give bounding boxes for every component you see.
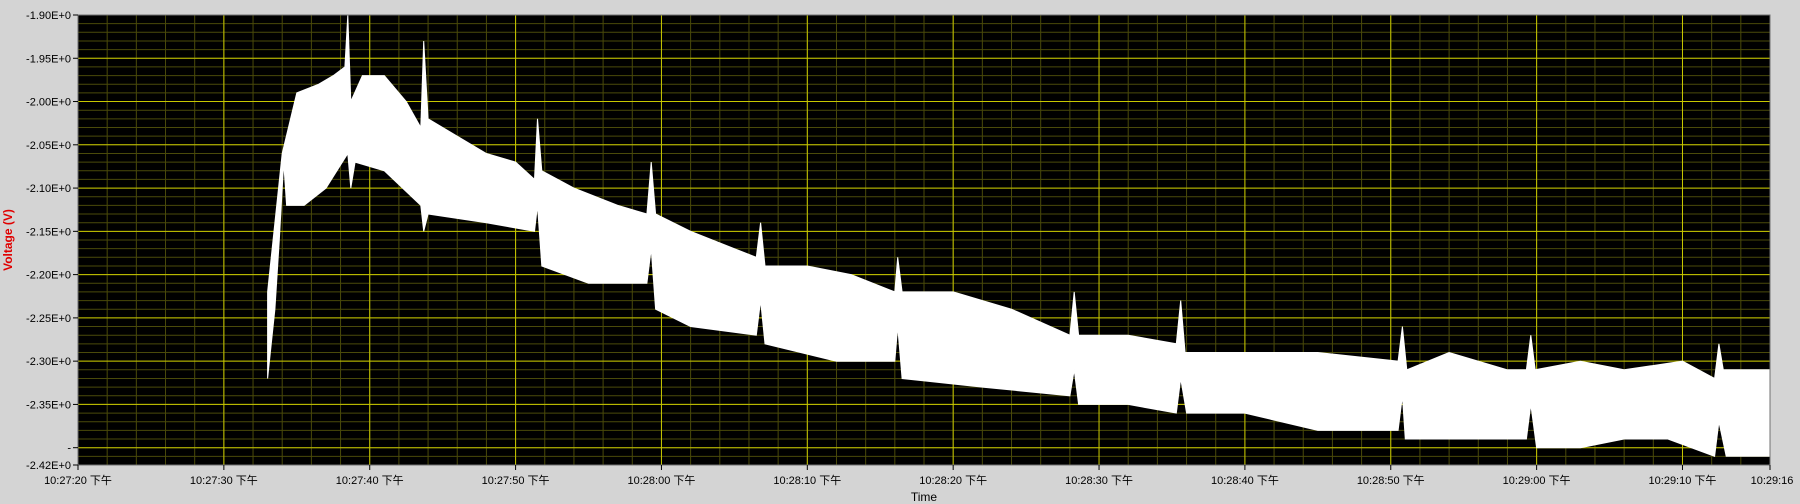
y-axis: -1.90E+0 -1.95E+0 -2.00E+0 -2.05E+0 -2.10E+0… xyxy=(26,10,78,472)
x-axis: 10:27:20 下午 10:27:30 下午 10:27:40 下午 10:27:5… xyxy=(44,465,1793,487)
y-tick-label: -2.42E+0 xyxy=(26,460,71,472)
x-tick-label: 10:27:50 下午 xyxy=(482,474,550,487)
y-tick-label: -2.35E+0 xyxy=(26,399,71,411)
x-tick-label: 10:28:50 下午 xyxy=(1357,474,1425,487)
series-layer xyxy=(267,14,1771,457)
y-tick-label: -2.00E+0 xyxy=(26,97,71,109)
y-tick-label: -2.25E+0 xyxy=(26,313,71,325)
x-tick-label: 10:27:30 下午 xyxy=(190,474,258,487)
x-tick-label: 10:27:20 下午 xyxy=(44,474,112,487)
x-axis-label: Time xyxy=(911,490,938,504)
y-tick-label: -2.30E+0 xyxy=(26,356,71,368)
y-tick-label: -2.20E+0 xyxy=(26,270,71,282)
y-tick-label: -1.90E+0 xyxy=(26,10,71,22)
x-tick-label: 10:28:40 下午 xyxy=(1211,474,1279,487)
x-tick-label: 10:28:00 下午 xyxy=(628,474,696,487)
x-tick-label: 10:29:00 下午 xyxy=(1503,474,1571,487)
y-tick-label: -2.05E+0 xyxy=(26,140,71,152)
x-tick-label: 10:29:16 xyxy=(1751,475,1794,487)
y-axis-label: Voltage (V) xyxy=(1,209,15,271)
x-tick-label: 10:27:40 下午 xyxy=(336,474,404,487)
x-tick-label: 10:28:10 下午 xyxy=(773,474,841,487)
voltage-series-0 xyxy=(267,14,1771,457)
y-tick-label: -1.95E+0 xyxy=(26,53,71,65)
y-tick-label: -2.10E+0 xyxy=(26,183,71,195)
x-tick-label: 10:29:10 下午 xyxy=(1649,474,1717,487)
plot-border xyxy=(77,14,1771,466)
x-tick-label: 10:28:20 下午 xyxy=(919,474,987,487)
x-tick-label: 10:28:30 下午 xyxy=(1065,474,1133,487)
y-tick-label: -2.15E+0 xyxy=(26,226,71,238)
y-tick-label: - xyxy=(67,443,71,455)
